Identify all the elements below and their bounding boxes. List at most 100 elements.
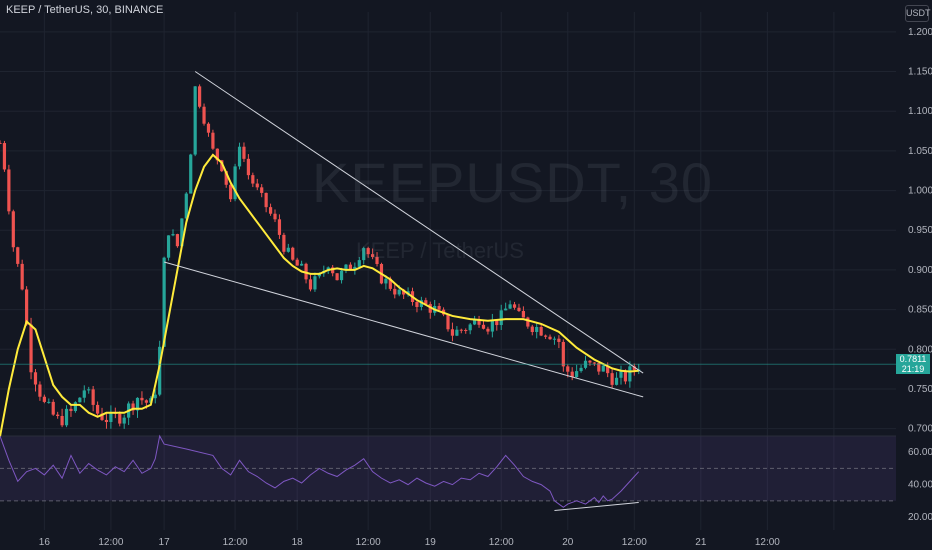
symbol-label[interactable]: KEEP / TetherUS [6, 4, 90, 16]
candle-body [339, 270, 344, 281]
candle-body [153, 394, 157, 399]
candle-body [619, 371, 623, 378]
interval-label[interactable]: 30 [96, 4, 109, 16]
candle-body [614, 377, 619, 385]
candle-body [335, 273, 339, 281]
candle-body [424, 300, 428, 305]
candle-body [51, 401, 55, 415]
candle-body [2, 143, 7, 170]
candle-body [353, 266, 357, 270]
x-tick-label: 12:00 [356, 537, 381, 548]
candle-body [7, 169, 11, 212]
candle-body [357, 260, 361, 267]
candle-body [233, 166, 237, 200]
candle-body [224, 171, 228, 185]
candle-body [95, 404, 100, 414]
rsi-tick-label: 20.00 [908, 512, 932, 523]
candle-body [73, 402, 78, 412]
candle-body [42, 396, 46, 402]
chart-header: KEEP / TetherUS, 30, BINANCE [6, 4, 164, 16]
candle-body [490, 320, 494, 332]
candle-body [144, 400, 148, 403]
exchange-label: BINANCE [114, 4, 164, 16]
candle-body [459, 329, 463, 331]
candle-body [344, 264, 348, 271]
candle-body [566, 366, 570, 372]
rsi-tick-label: 40.00 [908, 480, 932, 491]
candle-body [606, 365, 610, 374]
candle-body [286, 247, 290, 252]
candle-body [91, 389, 95, 405]
candle-body [526, 317, 530, 327]
candle-body [25, 289, 29, 325]
candle-body [33, 372, 38, 385]
candle-body [100, 413, 104, 420]
y-tick-label: 1.0500 [908, 146, 932, 157]
candle-body [499, 310, 503, 326]
symbol-watermark: KEEPUSDT, 30 [312, 151, 714, 214]
candle-body [601, 365, 605, 372]
candle-body [131, 403, 135, 411]
x-tick-label: 17 [159, 537, 171, 548]
candle-body [388, 278, 392, 289]
y-tick-label: 1.1000 [908, 106, 932, 117]
candle-body [402, 289, 406, 295]
candle-body [477, 319, 481, 325]
candle-body [557, 338, 561, 342]
y-tick-label: 0.7000 [908, 424, 932, 435]
candle-body [415, 301, 419, 307]
candle-body [504, 308, 508, 311]
last-price-value: 0.7811 [899, 354, 927, 364]
candle-body [264, 192, 268, 208]
candle-body [273, 213, 277, 220]
x-tick-label: 12:00 [98, 537, 123, 548]
last-price-tag: 0.7811 21:19 [896, 354, 930, 374]
candle-body [486, 328, 490, 332]
candle-body [517, 307, 521, 312]
x-tick-label: 19 [425, 537, 437, 548]
currency-button[interactable]: USDT [905, 5, 931, 22]
candle-body [481, 324, 486, 329]
candle-body [215, 148, 219, 161]
rsi-trendline [554, 501, 639, 512]
candle-body [237, 146, 242, 167]
candle-body [260, 187, 264, 193]
candle-body [384, 278, 388, 284]
candle-body [193, 86, 197, 155]
candle-body [184, 193, 188, 219]
candle-body [397, 289, 401, 295]
candle-body [251, 175, 255, 184]
y-tick-label: 1.1500 [908, 67, 932, 78]
candle-body [579, 367, 583, 372]
candle-body [313, 276, 317, 290]
candle-body [348, 264, 353, 270]
candle-body [464, 330, 468, 332]
candle-body [295, 259, 299, 266]
symbol-watermark-sub: KEEP / TetherUS [356, 238, 524, 263]
candle-body [47, 401, 51, 403]
candle-body [437, 305, 441, 310]
candle-body [308, 279, 313, 290]
candle-body [282, 234, 286, 252]
candle-body [189, 154, 193, 194]
candle-body [78, 397, 82, 403]
x-tick-label: 12:00 [755, 537, 780, 548]
candle-body [87, 389, 91, 391]
candle-body [64, 408, 69, 426]
x-tick-label: 12:00 [489, 537, 514, 548]
candle-body [592, 362, 596, 364]
candle-body [82, 390, 86, 398]
rsi-tick-label: 60.00 [908, 447, 932, 458]
moving-average-line [0, 153, 639, 437]
candle-body [11, 211, 15, 248]
candle-body [535, 326, 539, 333]
candle-body [104, 419, 109, 423]
candle-body [135, 397, 140, 411]
candle-body [229, 184, 233, 200]
candle-body [570, 371, 574, 378]
